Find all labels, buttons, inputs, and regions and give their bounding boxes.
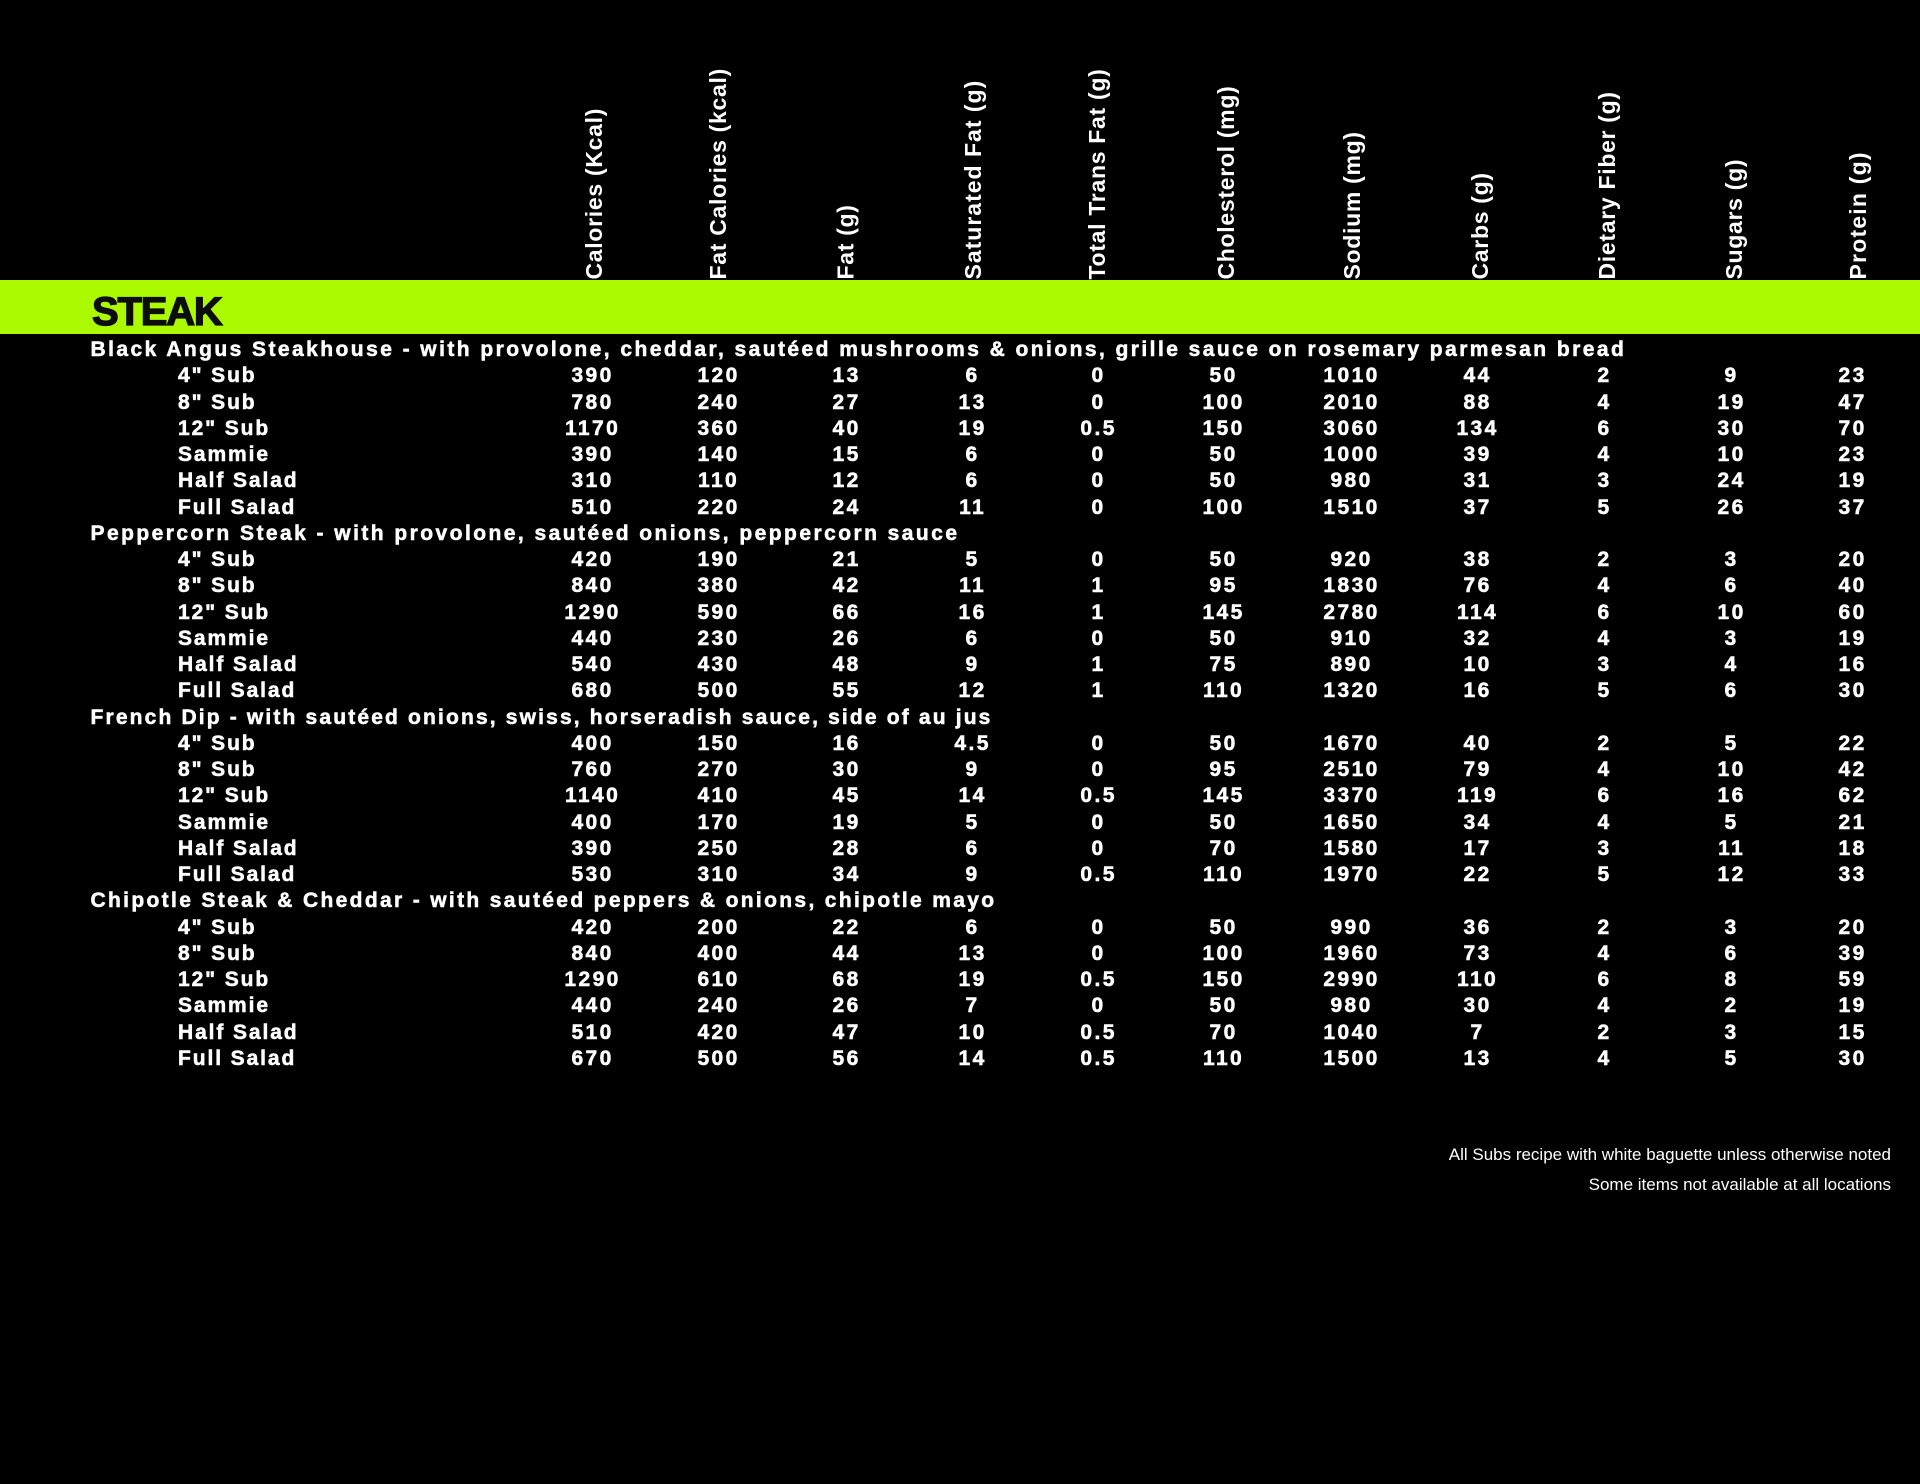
svg-text:Fat (g): Fat (g) [833, 204, 859, 279]
svg-text:Sodium (mg): Sodium (mg) [1339, 131, 1365, 279]
svg-text:Calories (Kcal): Calories (Kcal) [581, 108, 607, 280]
svg-text:Protein (g): Protein (g) [1845, 151, 1871, 279]
svg-text:Cholesterol (mg): Cholesterol (mg) [1213, 86, 1239, 280]
svg-text:Sugars (g): Sugars (g) [1721, 159, 1747, 280]
svg-text:Total Trans Fat (g): Total Trans Fat (g) [1084, 69, 1110, 280]
svg-text:Dietary Fiber (g): Dietary Fiber (g) [1594, 91, 1620, 279]
svg-text:Saturated Fat (g): Saturated Fat (g) [960, 80, 986, 280]
svg-text:Fat Calories (kcal): Fat Calories (kcal) [705, 68, 731, 279]
svg-text:Carbs (g): Carbs (g) [1467, 172, 1493, 279]
